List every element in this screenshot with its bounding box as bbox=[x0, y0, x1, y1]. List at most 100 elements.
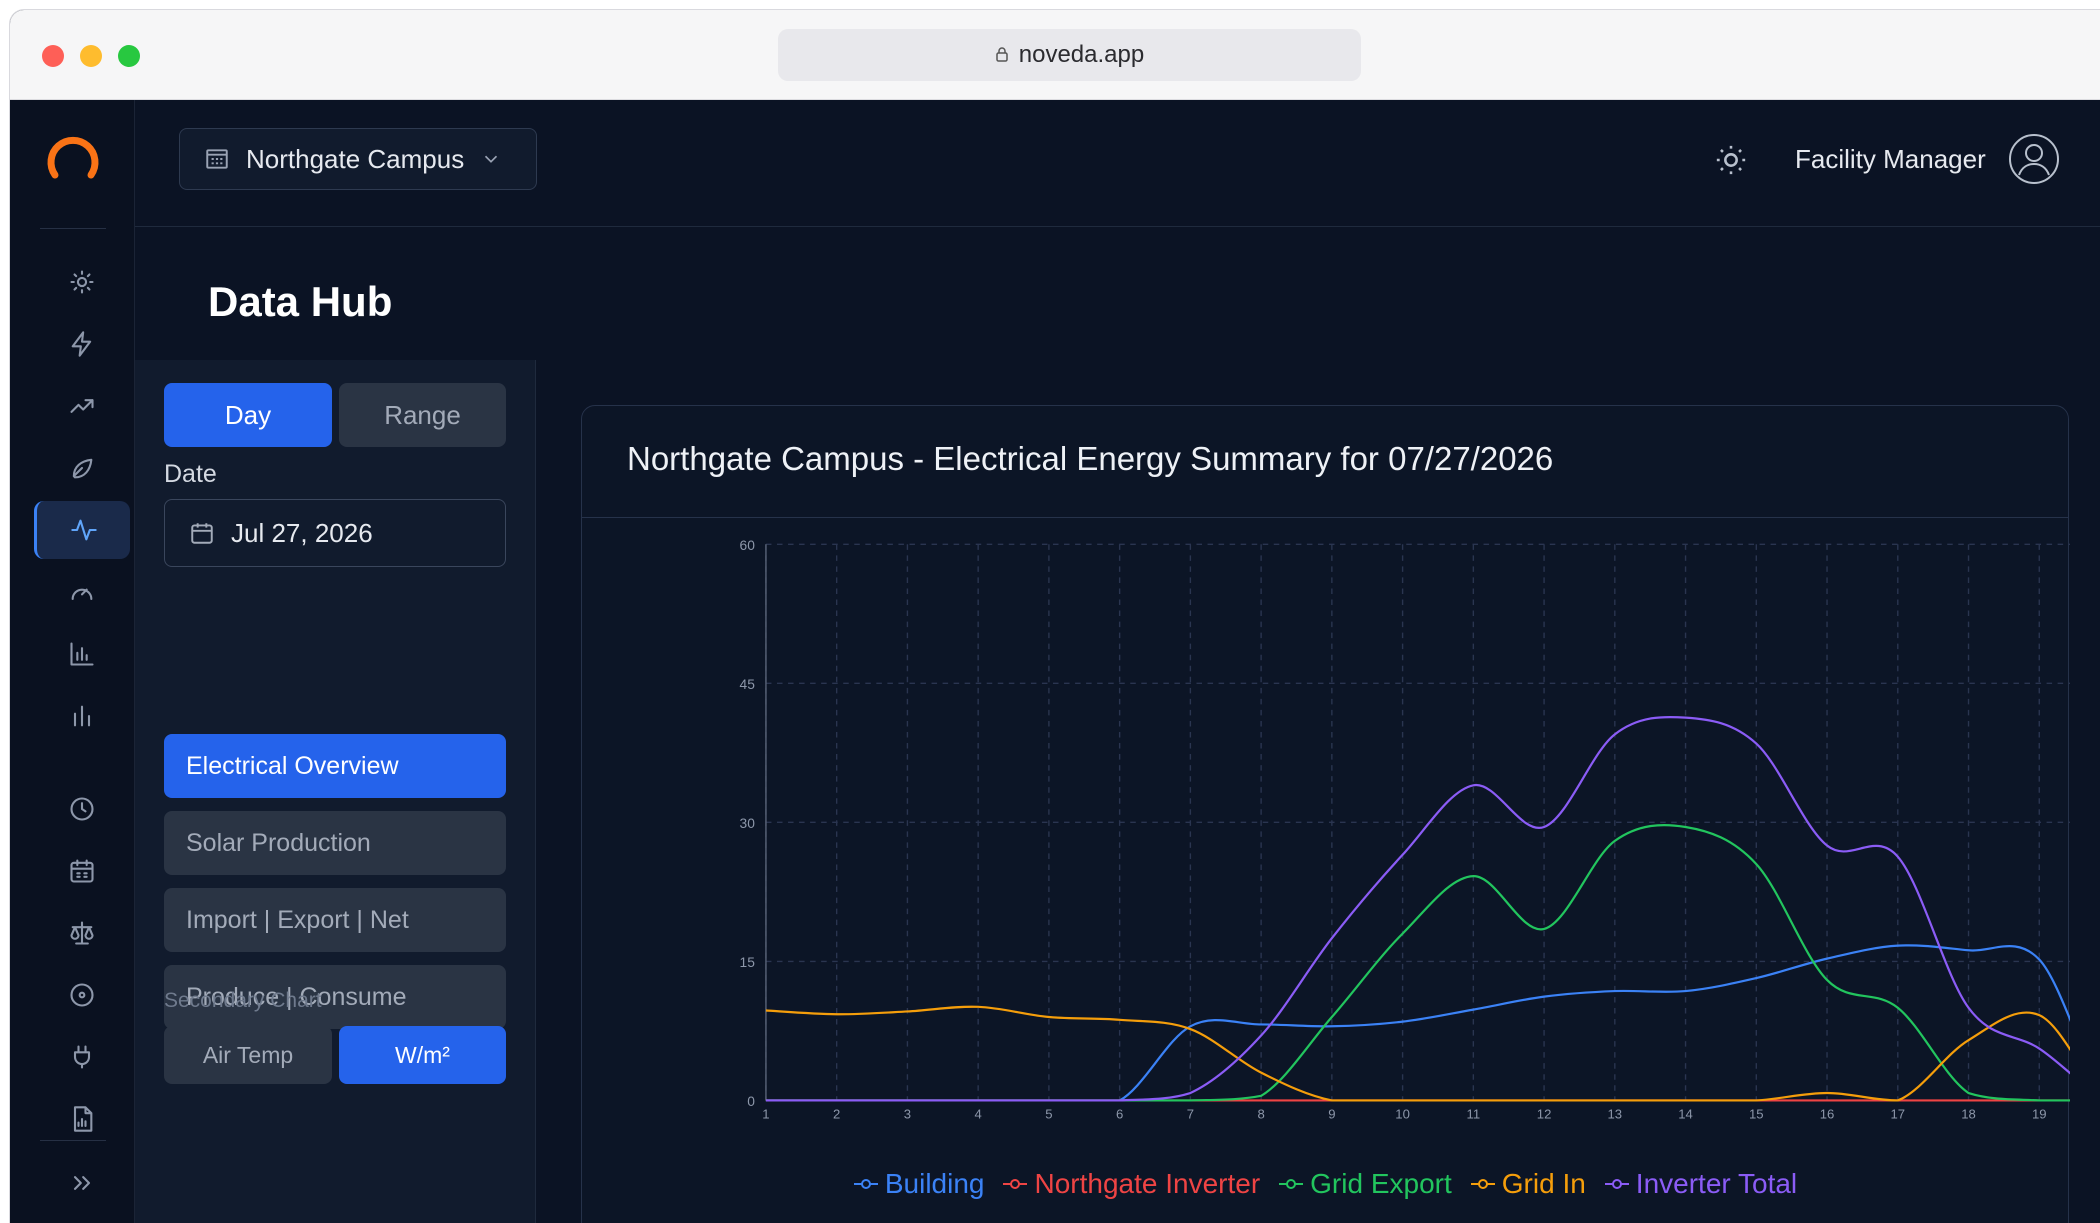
rail-item-data-hub[interactable] bbox=[34, 501, 130, 559]
chart-card: Northgate Campus - Electrical Energy Sum… bbox=[581, 405, 2070, 1223]
x-tick-label: 18 bbox=[1961, 1106, 1976, 1121]
expand-icon bbox=[73, 1176, 91, 1190]
close-window-button[interactable] bbox=[42, 45, 64, 67]
menu-import-export-net[interactable]: Import | Export | Net bbox=[164, 888, 506, 952]
theme-toggle-button[interactable] bbox=[1711, 140, 1751, 180]
x-tick-label: 1 bbox=[762, 1106, 769, 1121]
x-tick-label: 4 bbox=[975, 1106, 982, 1121]
rail-divider bbox=[40, 228, 106, 229]
top-bar: Northgate Campus Facility Manager bbox=[135, 100, 2100, 227]
bar-chart-icon bbox=[70, 642, 94, 666]
sun-icon bbox=[1716, 145, 1746, 175]
site-selector[interactable]: Northgate Campus bbox=[179, 128, 537, 190]
rail-item-reports[interactable] bbox=[34, 687, 130, 745]
target-icon bbox=[70, 983, 94, 1007]
y-tick-label: 15 bbox=[740, 955, 756, 970]
x-tick-label: 7 bbox=[1187, 1106, 1194, 1121]
legend-item[interactable]: Inverter Total bbox=[1604, 1168, 1797, 1200]
legend-marker-icon bbox=[1279, 1179, 1304, 1189]
maximize-window-button[interactable] bbox=[118, 45, 140, 67]
rail-item-power[interactable] bbox=[34, 315, 130, 373]
leaf-icon bbox=[72, 458, 93, 479]
rail-item-analytics[interactable] bbox=[34, 625, 130, 683]
y-tick-label: 0 bbox=[747, 1094, 755, 1109]
gauge-icon bbox=[71, 588, 93, 601]
legend-label: Inverter Total bbox=[1635, 1168, 1798, 1199]
report-icon bbox=[73, 1106, 93, 1132]
x-tick-label: 2 bbox=[833, 1106, 840, 1121]
legend-marker-icon bbox=[1003, 1179, 1028, 1189]
chart-legend: Building Northgate Inverter Grid Export Gri… bbox=[582, 1168, 2068, 1200]
legend-label: Grid In bbox=[1501, 1168, 1586, 1199]
secondary-chart-label: Secondary Chart bbox=[164, 989, 322, 1012]
rail-item-performance[interactable] bbox=[34, 563, 130, 621]
sun-icon bbox=[70, 270, 94, 294]
rail-expand-button[interactable] bbox=[34, 1154, 130, 1212]
menu-produce-consume[interactable]: Produce | Consume bbox=[164, 965, 506, 1029]
control-panel: Day Range Date Jul 27, 2026 Electrical O… bbox=[135, 360, 536, 1223]
minimize-window-button[interactable] bbox=[80, 45, 102, 67]
icon-rail bbox=[10, 100, 135, 1223]
x-tick-label: 11 bbox=[1467, 1106, 1481, 1121]
app-shell: Northgate Campus Facility Manager Data H… bbox=[10, 100, 2100, 1223]
y-tick-label: 60 bbox=[740, 538, 756, 553]
irradiance-toggle[interactable]: W/m² bbox=[339, 1026, 506, 1084]
rail-item-history[interactable] bbox=[34, 780, 130, 838]
date-picker[interactable]: Jul 27, 2026 bbox=[164, 499, 506, 567]
x-tick-label: 8 bbox=[1257, 1106, 1264, 1121]
activity-icon bbox=[70, 519, 97, 541]
x-tick-label: 10 bbox=[1395, 1106, 1410, 1121]
url-text: noveda.app bbox=[1018, 41, 1145, 68]
rail-item-sustainability[interactable] bbox=[34, 439, 130, 497]
rail-item-devices[interactable] bbox=[34, 1028, 130, 1086]
x-tick-label: 13 bbox=[1608, 1106, 1623, 1121]
air-temp-toggle[interactable]: Air Temp bbox=[164, 1026, 332, 1084]
browser-titlebar: noveda.app bbox=[10, 10, 2100, 100]
series-line-grid-in bbox=[765, 1005, 2070, 1102]
x-tick-label: 14 bbox=[1678, 1106, 1693, 1121]
chart-card-header: Northgate Campus - Electrical Energy Sum… bbox=[582, 406, 2068, 518]
legend-marker-icon bbox=[853, 1179, 878, 1189]
chevron-down-icon bbox=[485, 155, 498, 163]
legend-item[interactable]: Grid In bbox=[1470, 1168, 1586, 1200]
scale-icon bbox=[70, 921, 94, 945]
y-tick-label: 30 bbox=[740, 816, 756, 831]
bar-chart-alt-icon bbox=[73, 705, 91, 727]
x-tick-label: 15 bbox=[1749, 1106, 1764, 1121]
rail-item-sun[interactable] bbox=[34, 253, 130, 311]
y-tick-label: 45 bbox=[740, 677, 756, 692]
user-name[interactable]: Facility Manager bbox=[1795, 144, 1986, 174]
rail-item-targets[interactable] bbox=[34, 966, 130, 1024]
user-avatar-button[interactable] bbox=[2008, 133, 2060, 185]
legend-label: Building bbox=[884, 1168, 985, 1199]
x-tick-label: 19 bbox=[2032, 1106, 2047, 1121]
calendar-icon bbox=[191, 523, 213, 544]
series-line-inverter-total bbox=[765, 715, 2070, 1102]
bolt-icon bbox=[71, 331, 92, 357]
calendar-icon bbox=[70, 859, 94, 883]
legend-marker-icon bbox=[1470, 1179, 1495, 1189]
building-icon bbox=[206, 149, 228, 169]
x-tick-label: 3 bbox=[904, 1106, 911, 1121]
clock-icon bbox=[70, 797, 94, 821]
x-tick-label: 16 bbox=[1820, 1106, 1835, 1121]
legend-marker-icon bbox=[1604, 1179, 1629, 1189]
rail-item-billing[interactable] bbox=[34, 904, 130, 962]
menu-solar-production[interactable]: Solar Production bbox=[164, 811, 506, 875]
legend-item[interactable]: Building bbox=[853, 1168, 985, 1200]
range-tab[interactable]: Range bbox=[339, 383, 506, 447]
rail-item-trends[interactable] bbox=[34, 377, 130, 435]
legend-item[interactable]: Northgate Inverter bbox=[1002, 1168, 1260, 1200]
plot-area: 0153045601234567891011121314151617181920… bbox=[740, 538, 2070, 1121]
rail-item-calendar[interactable] bbox=[34, 842, 130, 900]
lock-icon bbox=[995, 41, 1009, 69]
browser-window: noveda.app bbox=[10, 10, 2100, 1223]
rail-item-documents[interactable] bbox=[34, 1090, 130, 1148]
address-bar[interactable]: noveda.app bbox=[778, 29, 1361, 81]
series-line-grid-export bbox=[765, 824, 2070, 1102]
legend-item[interactable]: Grid Export bbox=[1278, 1168, 1452, 1200]
trend-icon bbox=[70, 399, 94, 413]
menu-electrical-overview[interactable]: Electrical Overview bbox=[164, 734, 506, 798]
day-tab[interactable]: Day bbox=[164, 383, 332, 447]
app-logo[interactable] bbox=[43, 133, 103, 193]
